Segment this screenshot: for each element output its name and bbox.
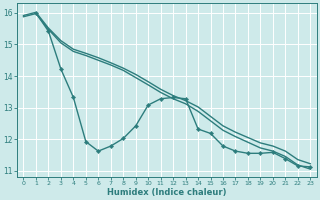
X-axis label: Humidex (Indice chaleur): Humidex (Indice chaleur) [107, 188, 227, 197]
